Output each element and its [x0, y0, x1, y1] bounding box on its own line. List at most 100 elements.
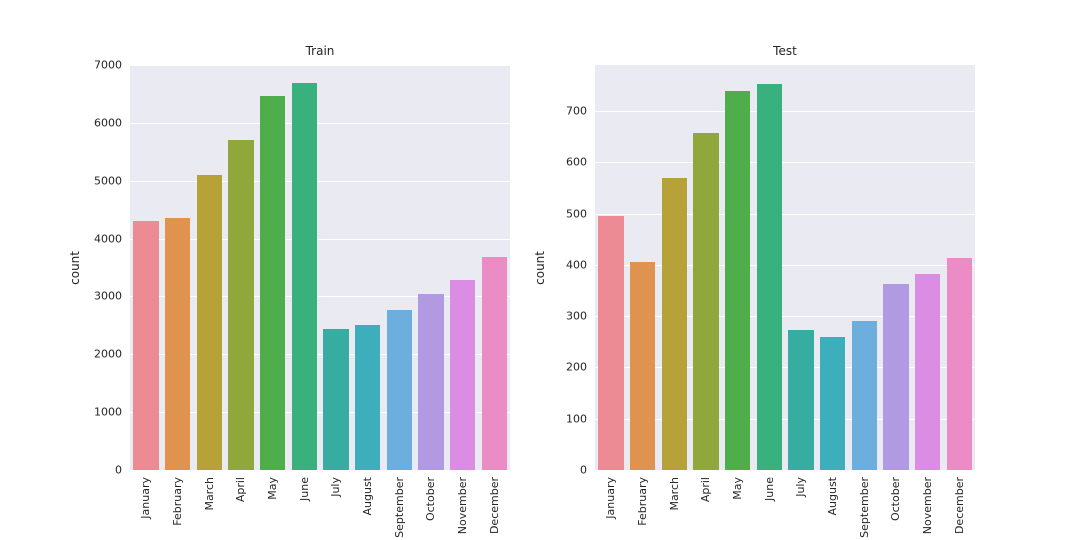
- y-axis-label: count: [533, 250, 547, 285]
- train-chart: Train count 0 1000 2000 3000 4000 5000 6000 700…: [65, 35, 510, 540]
- plot-area: [595, 65, 975, 471]
- bar-april: [228, 140, 254, 470]
- bar-may: [724, 91, 751, 470]
- bar-slot: [627, 65, 659, 470]
- x-tick-slot: October: [880, 470, 912, 540]
- y-tick-label: 300: [566, 309, 587, 323]
- bar-january: [133, 221, 159, 470]
- y-axis-ticks: 0 1000 2000 3000 4000 5000 6000 7000: [85, 60, 130, 476]
- x-tick-slot: March: [193, 470, 225, 540]
- x-tick-label: December: [487, 477, 501, 535]
- gridline: [595, 213, 975, 215]
- y-tick-label: 6000: [94, 116, 122, 130]
- bar-slot: [595, 65, 627, 470]
- bar-slot: [478, 65, 510, 470]
- gridline: [130, 470, 510, 471]
- y-tick-label: 5000: [94, 174, 122, 188]
- bar-january: [598, 216, 624, 470]
- x-tick-label: February: [171, 477, 184, 526]
- gridline: [595, 111, 975, 113]
- y-tick-label: 7000: [94, 58, 122, 72]
- bar-slot: [912, 65, 944, 470]
- y-tick-label: 100: [566, 412, 587, 426]
- x-axis-ticks: January February March April May June July Augu…: [130, 470, 510, 540]
- bar-july: [323, 329, 349, 470]
- y-tick-label: 500: [566, 207, 587, 221]
- gridline: [595, 367, 975, 369]
- gridline: [595, 470, 975, 471]
- gridline: [595, 316, 975, 318]
- y-axis-label: count: [68, 250, 82, 285]
- bar-december: [946, 258, 972, 470]
- bar-august: [354, 324, 381, 470]
- bar-october: [883, 283, 909, 470]
- x-tick-slot: April: [690, 470, 722, 540]
- x-tick-slot: January: [130, 470, 162, 540]
- x-tick-slot: August: [352, 470, 384, 540]
- y-tick-label: 700: [566, 104, 587, 118]
- x-tick-label: November: [456, 477, 470, 535]
- x-tick-label: April: [699, 477, 713, 503]
- bar-october: [418, 293, 444, 470]
- x-axis-ticks: January February March April May June July Augu…: [595, 470, 975, 540]
- bar-february: [629, 261, 656, 470]
- x-tick-label: January: [604, 477, 618, 519]
- x-tick-label: October: [424, 477, 438, 522]
- bar-slot: [848, 65, 880, 470]
- x-tick-slot: November: [447, 470, 479, 540]
- x-tick-slot: November: [912, 470, 944, 540]
- x-tick-slot: February: [162, 470, 194, 540]
- bar-slot: [785, 65, 817, 470]
- bar-slot: [415, 65, 447, 470]
- y-tick-label: 4000: [94, 232, 122, 246]
- x-tick-label: February: [636, 477, 649, 526]
- x-tick-slot: June: [753, 470, 785, 540]
- x-tick-label: March: [667, 477, 681, 511]
- bar-slot: [383, 65, 415, 470]
- bar-slot: [690, 65, 722, 470]
- gridline: [130, 180, 510, 182]
- bar-slot: [320, 65, 352, 470]
- x-tick-label: July: [329, 477, 343, 497]
- bar-slot: [352, 65, 384, 470]
- x-tick-label: October: [889, 477, 903, 522]
- bar-slot: [130, 65, 162, 470]
- bar-august: [819, 336, 846, 470]
- bar-slot: [722, 65, 754, 470]
- y-tick-label: 0: [115, 463, 122, 477]
- x-tick-slot: March: [658, 470, 690, 540]
- y-tick-label: 600: [566, 155, 587, 169]
- x-tick-label: July: [794, 477, 808, 497]
- bar-april: [693, 133, 719, 470]
- x-tick-label: November: [921, 477, 935, 535]
- bar-february: [164, 218, 191, 470]
- gridline: [130, 296, 510, 298]
- bar-slot: [943, 65, 975, 470]
- x-tick-slot: July: [320, 470, 352, 540]
- x-tick-slot: May: [722, 470, 754, 540]
- x-tick-label: September: [392, 477, 406, 538]
- x-tick-label: June: [297, 477, 311, 501]
- x-tick-slot: May: [257, 470, 289, 540]
- x-tick-label: August: [361, 477, 375, 516]
- gridline: [595, 162, 975, 164]
- x-tick-label: May: [266, 477, 280, 500]
- x-tick-label: June: [762, 477, 776, 501]
- bar-slot: [658, 65, 690, 470]
- test-chart: Test count 0 100 200 300 400 500 600 700 Januar…: [530, 35, 975, 540]
- x-tick-slot: February: [627, 470, 659, 540]
- gridline: [130, 65, 510, 66]
- y-tick-label: 1000: [94, 405, 122, 419]
- bar-slot: [257, 65, 289, 470]
- bar-november: [914, 274, 941, 470]
- x-tick-slot: April: [225, 470, 257, 540]
- x-tick-slot: January: [595, 470, 627, 540]
- x-tick-slot: December: [943, 470, 975, 540]
- plot-area: [130, 65, 510, 471]
- bar-november: [449, 279, 476, 470]
- gridline: [130, 354, 510, 356]
- gridline: [130, 238, 510, 240]
- x-tick-slot: September: [383, 470, 415, 540]
- gridline: [595, 264, 975, 266]
